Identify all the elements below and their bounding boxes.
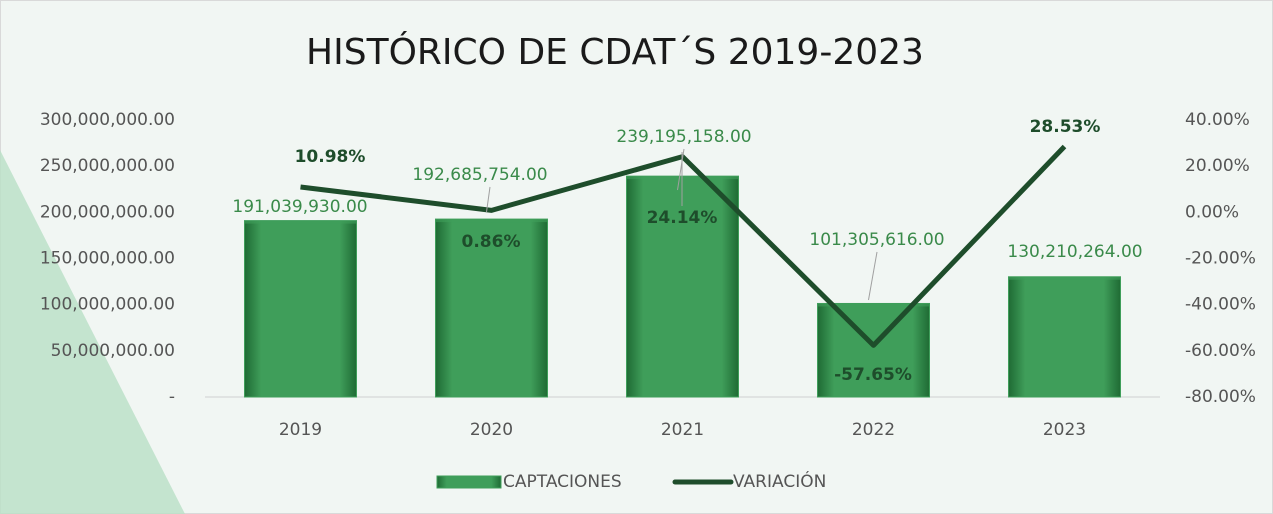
leader-line: [868, 251, 878, 301]
y2-tick-label: 0.00%: [1185, 202, 1239, 222]
bar: [244, 220, 357, 398]
bar-top: [1008, 276, 1121, 280]
bar-top: [435, 219, 548, 223]
bar: [626, 175, 739, 398]
data-label: 101,305,616.00: [809, 230, 944, 250]
decor: [0, 150, 185, 514]
data-label: -57.65%: [834, 365, 912, 385]
bar-top: [817, 303, 930, 307]
y-tick-label: 100,000,000.00: [40, 295, 175, 315]
data-label: 192,685,754.00: [412, 165, 547, 185]
x-tick-label: 2023: [1043, 420, 1086, 440]
y2-tick-label: 20.00%: [1185, 156, 1250, 176]
y-tick-label: 300,000,000.00: [40, 110, 175, 130]
data-label: 191,039,930.00: [232, 197, 367, 217]
bar-top: [244, 220, 357, 224]
y-tick-label: 150,000,000.00: [40, 249, 175, 269]
bar: [435, 218, 548, 398]
y-tick-label: -: [169, 387, 175, 407]
data-label: 130,210,264.00: [1007, 242, 1142, 262]
bar: [1008, 276, 1121, 398]
x-tick-label: 2020: [470, 420, 513, 440]
leader-line: [677, 148, 685, 191]
data-label: 24.14%: [647, 208, 718, 228]
y-tick-label: 50,000,000.00: [51, 341, 175, 361]
legend-label: VARIACIÓN: [733, 470, 826, 492]
y-tick-label: 250,000,000.00: [40, 156, 175, 176]
legend-swatch: [436, 475, 502, 489]
data-label: 0.86%: [462, 232, 521, 252]
data-label: 28.53%: [1030, 117, 1101, 137]
y2-tick-label: -80.00%: [1185, 387, 1256, 407]
x-tick-label: 2021: [661, 420, 704, 440]
data-label: 239,195,158.00: [616, 127, 751, 147]
x-tick-label: 2019: [279, 420, 322, 440]
y2-tick-label: -20.00%: [1185, 249, 1256, 269]
chart-title: HISTÓRICO DE CDAT´S 2019-2023: [306, 31, 924, 73]
y2-tick-label: -40.00%: [1185, 295, 1256, 315]
y-tick-label: 200,000,000.00: [40, 202, 175, 222]
legend-label: CAPTACIONES: [503, 472, 622, 492]
y2-tick-label: -60.00%: [1185, 341, 1256, 361]
bar: [817, 302, 930, 398]
leader-line: [486, 186, 491, 213]
y2-tick-label: 40.00%: [1185, 110, 1250, 130]
data-label: 10.98%: [295, 147, 366, 167]
x-tick-label: 2022: [852, 420, 895, 440]
